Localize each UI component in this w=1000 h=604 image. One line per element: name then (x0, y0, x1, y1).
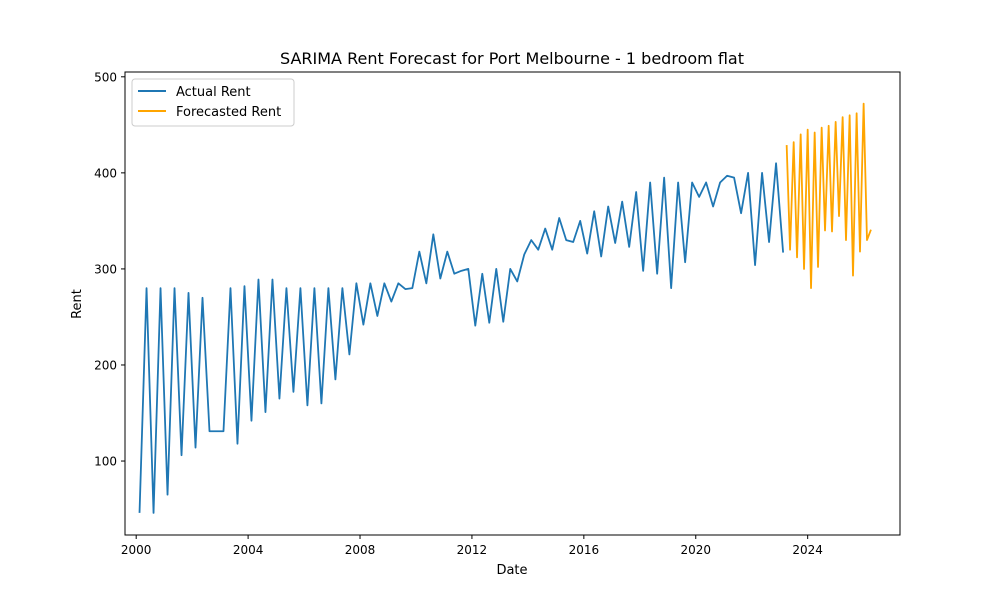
y-tick-label: 200 (94, 358, 117, 372)
legend: Actual Rent Forecasted Rent (131, 78, 295, 127)
x-tick-label: 2000 (121, 543, 152, 557)
legend-label-actual-rent: Actual Rent (176, 85, 251, 100)
x-tick-label: 2016 (569, 543, 600, 557)
series-line-forecasted-rent (785, 102, 872, 290)
x-tick-label: 2004 (233, 543, 264, 557)
x-tick-label: 2008 (345, 543, 376, 557)
y-axis-label: Rent (70, 289, 85, 319)
y-tick-label: 500 (94, 70, 117, 84)
y-tick-label: 400 (94, 166, 117, 180)
y-tick-label: 100 (94, 455, 117, 469)
x-tick-label: 2012 (457, 543, 488, 557)
x-tick-label: 2024 (792, 543, 823, 557)
axes-frame (124, 71, 901, 536)
series-line-actual-rent (138, 162, 785, 514)
plot-area: 2000 2004 2008 2012 2016 2020 2024 100 200 300 400… (94, 70, 901, 557)
legend-label-forecasted-rent: Forecasted Rent (176, 105, 281, 120)
x-tick-label: 2020 (680, 543, 711, 557)
legend-box (131, 78, 295, 127)
chart-title: SARIMA Rent Forecast for Port Melbourne … (280, 49, 744, 68)
x-axis-label: Date (496, 563, 527, 578)
y-tick-label: 300 (94, 262, 117, 276)
